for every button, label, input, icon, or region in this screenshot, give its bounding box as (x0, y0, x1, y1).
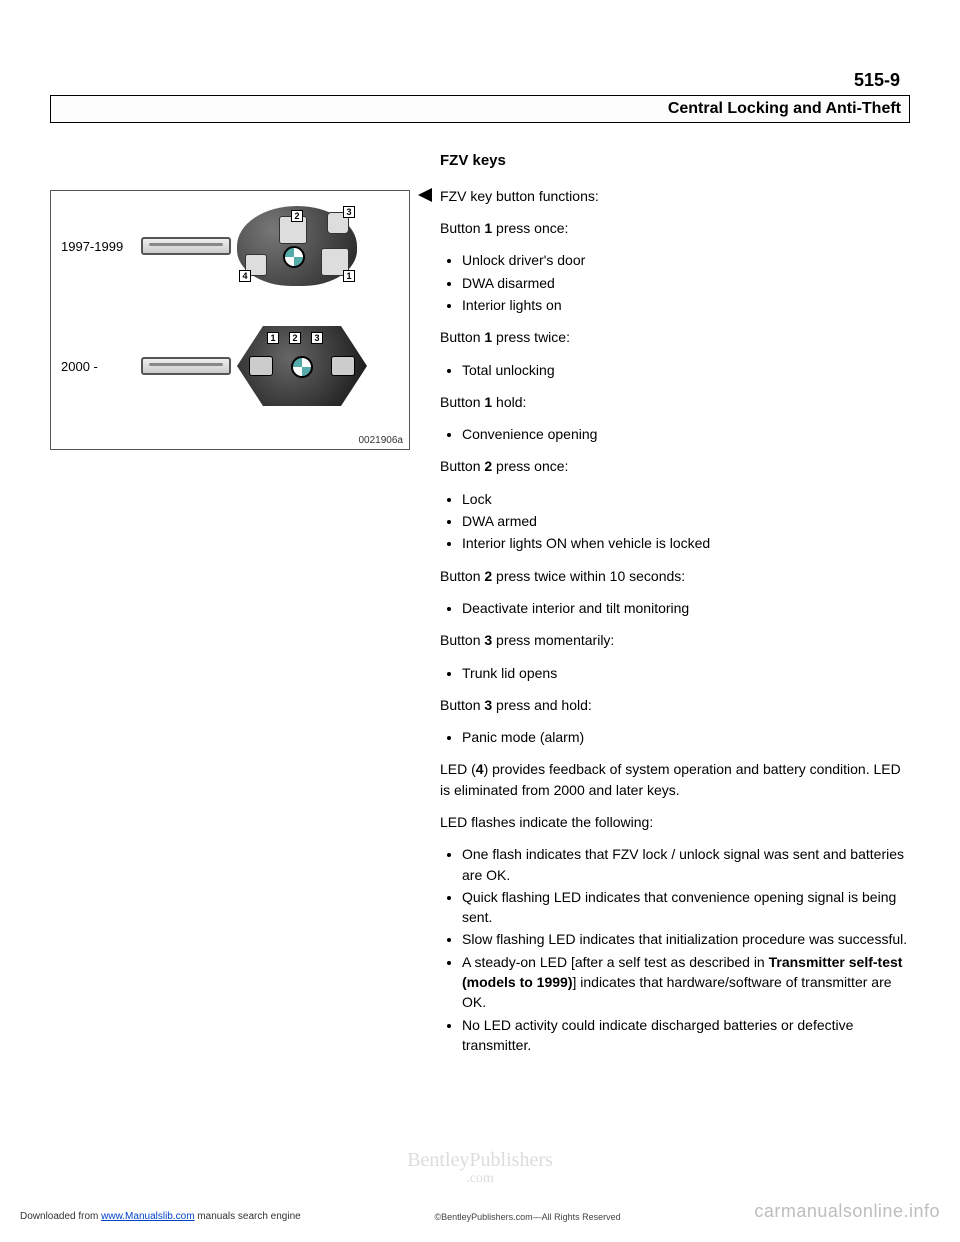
bmw-logo-icon (291, 356, 313, 378)
bullet-list: Deactivate interior and tilt monitoring (440, 598, 910, 618)
footer-right: carmanualsonline.info (754, 1201, 940, 1222)
button-heading: Button 1 press twice: (440, 327, 910, 347)
list-item: Lock (462, 489, 910, 509)
button-heading: Button 1 press once: (440, 218, 910, 238)
footer-center: ©BentleyPublishers.com—All Rights Reserv… (434, 1212, 620, 1222)
bullet-list: Panic mode (alarm) (440, 727, 910, 747)
button-heading: Button 1 hold: (440, 392, 910, 412)
list-item: Deactivate interior and tilt monitoring (462, 598, 910, 618)
list-item: Trunk lid opens (462, 663, 910, 683)
list-item: Slow flashing LED indicates that initial… (462, 929, 910, 949)
key-button-icon (331, 356, 355, 376)
key-row-1997: 1997-1999 2 3 4 1 (61, 206, 399, 286)
key-row-2000: 2000 - 1 2 3 (61, 326, 399, 406)
bullet-list: LockDWA armedInterior lights ON when veh… (440, 489, 910, 554)
led-paragraph: LED (4) provides feedback of system oper… (440, 759, 910, 800)
key-figure: 1997-1999 2 3 4 1 2000 - (50, 190, 410, 450)
content-area: 1997-1999 2 3 4 1 2000 - (50, 150, 910, 1067)
led-list: One flash indicates that FZV lock / unlo… (440, 844, 910, 1055)
list-item: Interior lights on (462, 295, 910, 315)
list-item: DWA armed (462, 511, 910, 531)
watermark: BentleyPublishers .com (0, 1149, 960, 1186)
bmw-logo-icon (283, 246, 305, 268)
led-para-bold: 4 (476, 761, 484, 777)
callout-2: 2 (291, 210, 303, 222)
page-number: 515-9 (854, 70, 900, 91)
footer-link[interactable]: www.Manualslib.com (101, 1211, 194, 1222)
list-item: Total unlocking (462, 360, 910, 380)
section-title: FZV keys (440, 150, 910, 172)
year-label-2: 2000 - (61, 359, 141, 374)
figure-column: 1997-1999 2 3 4 1 2000 - (50, 150, 410, 1067)
list-item: DWA disarmed (462, 273, 910, 293)
manual-page: 515-9 Central Locking and Anti-Theft 199… (0, 0, 960, 1242)
section-header: Central Locking and Anti-Theft (50, 95, 910, 123)
list-item: One flash indicates that FZV lock / unlo… (462, 844, 910, 885)
key-head-1997-icon: 2 3 4 1 (237, 206, 357, 286)
watermark-line1: BentleyPublishers (0, 1149, 960, 1171)
key-shaft-icon (141, 237, 231, 255)
footer-left-post: manuals search engine (195, 1211, 301, 1222)
list-item: A steady-on LED [after a self test as de… (462, 952, 910, 1013)
list-item: Quick flashing LED indicates that conven… (462, 887, 910, 928)
bullet-list: Convenience opening (440, 424, 910, 444)
button-heading: Button 2 press twice within 10 seconds: (440, 566, 910, 586)
button-heading: Button 3 press momentarily: (440, 630, 910, 650)
led-para-post: ) provides feedback of system operation … (440, 761, 901, 797)
list-item: Convenience opening (462, 424, 910, 444)
footer-left-pre: Downloaded from (20, 1211, 101, 1222)
lead-line: FZV key button functions: (440, 186, 910, 206)
list-item: No LED activity could indicate discharge… (462, 1015, 910, 1056)
key-button-icon (249, 356, 273, 376)
figure-id: 0021906a (359, 435, 404, 446)
bullet-list: Trunk lid opens (440, 663, 910, 683)
page-footer: Downloaded from www.Manualslib.com manua… (20, 1201, 940, 1222)
list-item: Panic mode (alarm) (462, 727, 910, 747)
year-label-1: 1997-1999 (61, 239, 141, 254)
bullet-list: Unlock driver's door DWA disarmedInterior… (440, 250, 910, 315)
button-heading: Button 3 press and hold: (440, 695, 910, 715)
callout-1: 1 (267, 332, 279, 344)
callout-3: 3 (311, 332, 323, 344)
button-heading: Button 2 press once: (440, 456, 910, 476)
footer-left: Downloaded from www.Manualslib.com manua… (20, 1211, 301, 1222)
watermark-line2: .com (0, 1171, 960, 1186)
led-para-pre: LED ( (440, 761, 476, 777)
text-column: FZV keys FZV key button functions: Butto… (440, 150, 910, 1067)
list-item: Interior lights ON when vehicle is locke… (462, 533, 910, 553)
key-shaft-icon (141, 357, 231, 375)
key-head-2000-icon: 1 2 3 (237, 326, 367, 406)
bullet-list: Total unlocking (440, 360, 910, 380)
callout-2: 2 (289, 332, 301, 344)
callout-1: 1 (343, 270, 355, 282)
callout-4: 4 (239, 270, 251, 282)
list-item: Unlock driver's door (462, 250, 910, 270)
led-intro: LED flashes indicate the following: (440, 812, 910, 832)
callout-3: 3 (343, 206, 355, 218)
